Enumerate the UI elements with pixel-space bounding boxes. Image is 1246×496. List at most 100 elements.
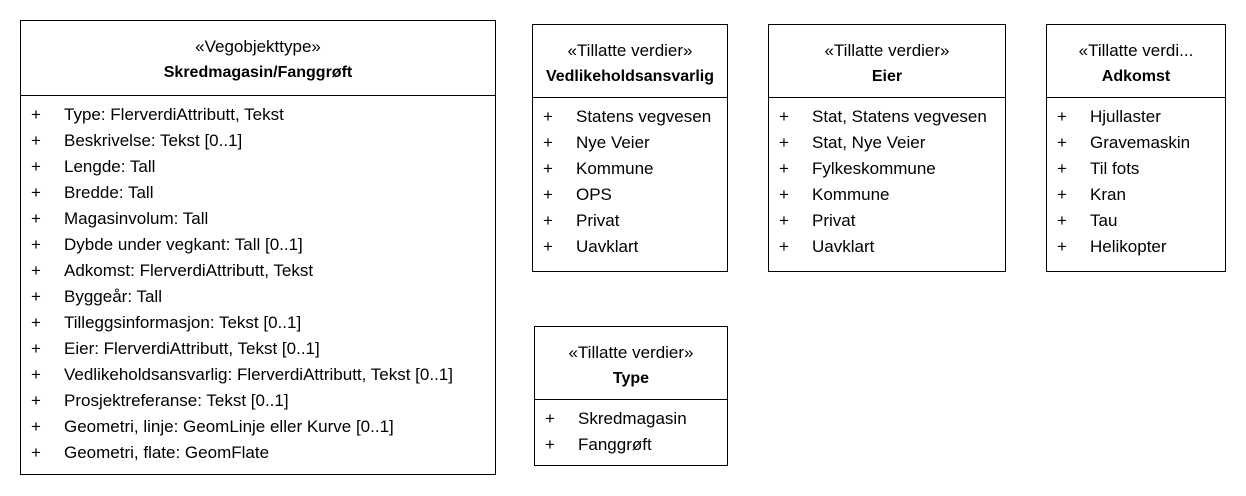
class-type: «Tillatte verdier» Type + Skredmagasin + Fa… (534, 326, 728, 466)
attribute-row: + Kran (1047, 182, 1225, 208)
attribute-text: Uavklart (576, 234, 638, 260)
attribute-visibility: + (779, 130, 799, 156)
attribute-row: + Tilleggsinformasjon: Tekst [0..1] (21, 310, 495, 336)
attribute-text: Stat, Nye Veier (812, 130, 925, 156)
attribute-row: + Geometri, linje: GeomLinje eller Kurve … (21, 414, 495, 440)
attribute-row: + Dybde under vegkant: Tall [0..1] (21, 232, 495, 258)
attribute-row: + Fylkeskommune (769, 156, 1005, 182)
attribute-visibility: + (31, 388, 51, 414)
attribute-row: + Til fots (1047, 156, 1225, 182)
attribute-row: + Tau (1047, 208, 1225, 234)
attribute-visibility: + (545, 406, 565, 432)
attribute-text: Fanggrøft (578, 432, 652, 458)
attribute-row: + Stat, Statens vegvesen (769, 104, 1005, 130)
class-vedlikeholdsansvarlig: «Tillatte verdier» Vedlikeholdsansvarlig… (532, 24, 728, 272)
attribute-visibility: + (31, 362, 51, 388)
class-stereotype: «Tillatte verdier» (535, 340, 727, 366)
attribute-row: + Privat (769, 208, 1005, 234)
attribute-row: + Nye Veier (533, 130, 727, 156)
attribute-text: Vedlikeholdsansvarlig: FlerverdiAttribut… (64, 362, 453, 388)
attribute-visibility: + (543, 104, 563, 130)
class-name: Skredmagasin/Fanggrøft (21, 60, 495, 86)
attribute-row: + Byggeår: Tall (21, 284, 495, 310)
attribute-visibility: + (1057, 130, 1077, 156)
attribute-list: + Stat, Statens vegvesen + Stat, Nye Veier +… (769, 98, 1005, 260)
attribute-text: Hjullaster (1090, 104, 1161, 130)
attribute-visibility: + (543, 234, 563, 260)
class-header: «Vegobjekttype» Skredmagasin/Fanggrøft (21, 21, 495, 96)
class-header: «Tillatte verdier» Type (535, 327, 727, 400)
attribute-text: Skredmagasin (578, 406, 687, 432)
attribute-visibility: + (779, 208, 799, 234)
attribute-visibility: + (779, 156, 799, 182)
class-adkomst: «Tillatte verdi... Adkomst + Hjullaster + G… (1046, 24, 1226, 272)
attribute-visibility: + (31, 102, 51, 128)
attribute-text: Uavklart (812, 234, 874, 260)
class-header: «Tillatte verdi... Adkomst (1047, 25, 1225, 98)
attribute-text: Privat (812, 208, 855, 234)
attribute-visibility: + (543, 208, 563, 234)
attribute-row: + Gravemaskin (1047, 130, 1225, 156)
class-stereotype: «Vegobjekttype» (21, 34, 495, 60)
class-eier: «Tillatte verdier» Eier + Stat, Statens v… (768, 24, 1006, 272)
attribute-list: + Hjullaster + Gravemaskin + Til fots + Kran + Ta… (1047, 98, 1225, 260)
attribute-visibility: + (543, 130, 563, 156)
attribute-visibility: + (31, 258, 51, 284)
attribute-visibility: + (31, 232, 51, 258)
attribute-text: Fylkeskommune (812, 156, 936, 182)
attribute-row: + Statens vegvesen (533, 104, 727, 130)
attribute-text: OPS (576, 182, 612, 208)
attribute-text: Lengde: Tall (64, 154, 155, 180)
attribute-row: + Hjullaster (1047, 104, 1225, 130)
attribute-text: Tilleggsinformasjon: Tekst [0..1] (64, 310, 301, 336)
class-stereotype: «Tillatte verdi... (1047, 38, 1225, 64)
attribute-visibility: + (1057, 156, 1077, 182)
attribute-text: Kommune (576, 156, 653, 182)
attribute-visibility: + (779, 234, 799, 260)
attribute-text: Byggeår: Tall (64, 284, 162, 310)
attribute-row: + Kommune (533, 156, 727, 182)
attribute-text: Type: FlerverdiAttributt, Tekst (64, 102, 284, 128)
attribute-row: + Kommune (769, 182, 1005, 208)
attribute-text: Nye Veier (576, 130, 650, 156)
attribute-row: + Lengde: Tall (21, 154, 495, 180)
attribute-text: Eier: FlerverdiAttributt, Tekst [0..1] (64, 336, 320, 362)
attribute-text: Kran (1090, 182, 1126, 208)
attribute-visibility: + (779, 182, 799, 208)
attribute-visibility: + (1057, 104, 1077, 130)
attribute-visibility: + (31, 284, 51, 310)
attribute-row: + Type: FlerverdiAttributt, Tekst (21, 102, 495, 128)
attribute-visibility: + (31, 310, 51, 336)
attribute-visibility: + (31, 128, 51, 154)
attribute-text: Helikopter (1090, 234, 1167, 260)
attribute-visibility: + (31, 336, 51, 362)
class-name: Adkomst (1047, 64, 1225, 90)
attribute-visibility: + (31, 206, 51, 232)
attribute-visibility: + (545, 432, 565, 458)
attribute-row: + Privat (533, 208, 727, 234)
attribute-list: + Skredmagasin + Fanggrøft (535, 400, 727, 458)
attribute-row: + Magasinvolum: Tall (21, 206, 495, 232)
attribute-visibility: + (1057, 182, 1077, 208)
attribute-text: Kommune (812, 182, 889, 208)
attribute-text: Gravemaskin (1090, 130, 1190, 156)
attribute-text: Bredde: Tall (64, 180, 153, 206)
attribute-visibility: + (31, 414, 51, 440)
attribute-visibility: + (779, 104, 799, 130)
attribute-visibility: + (543, 156, 563, 182)
attribute-row: + Uavklart (769, 234, 1005, 260)
attribute-text: Tau (1090, 208, 1117, 234)
attribute-visibility: + (1057, 208, 1077, 234)
class-header: «Tillatte verdier» Eier (769, 25, 1005, 98)
attribute-visibility: + (31, 180, 51, 206)
attribute-row: + Helikopter (1047, 234, 1225, 260)
class-stereotype: «Tillatte verdier» (769, 38, 1005, 64)
attribute-row: + Beskrivelse: Tekst [0..1] (21, 128, 495, 154)
attribute-text: Adkomst: FlerverdiAttributt, Tekst (64, 258, 313, 284)
attribute-text: Privat (576, 208, 619, 234)
attribute-text: Beskrivelse: Tekst [0..1] (64, 128, 242, 154)
attribute-visibility: + (543, 182, 563, 208)
attribute-text: Geometri, flate: GeomFlate (64, 440, 269, 466)
attribute-list: + Statens vegvesen + Nye Veier + Kommune + OPS +… (533, 98, 727, 260)
class-name: Vedlikeholdsansvarlig (533, 64, 727, 90)
